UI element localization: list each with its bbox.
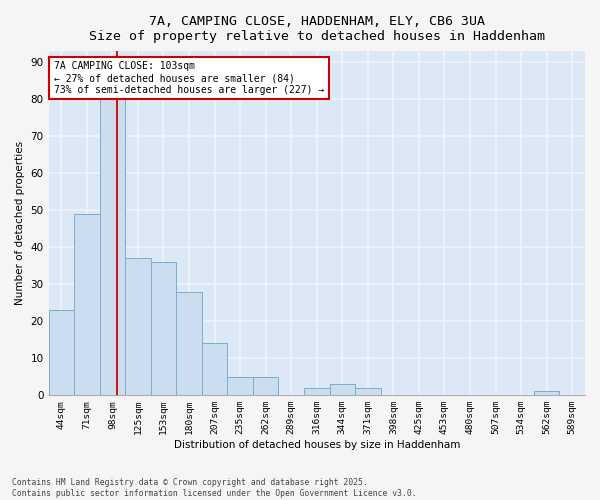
Y-axis label: Number of detached properties: Number of detached properties (15, 141, 25, 305)
Bar (49, 310, 74, 395)
Bar (329, 384, 355, 395)
Bar (202, 344, 227, 395)
Bar (100, 84, 125, 395)
Bar (125, 258, 151, 395)
Bar (176, 292, 202, 395)
Bar (151, 262, 176, 395)
Text: Contains HM Land Registry data © Crown copyright and database right 2025.
Contai: Contains HM Land Registry data © Crown c… (12, 478, 416, 498)
Bar (304, 388, 329, 395)
Text: 7A CAMPING CLOSE: 103sqm
← 27% of detached houses are smaller (84)
73% of semi-d: 7A CAMPING CLOSE: 103sqm ← 27% of detach… (54, 62, 324, 94)
Bar (74, 214, 100, 395)
Bar (355, 388, 380, 395)
Bar (534, 392, 559, 395)
Bar (227, 376, 253, 395)
X-axis label: Distribution of detached houses by size in Haddenham: Distribution of detached houses by size … (173, 440, 460, 450)
Title: 7A, CAMPING CLOSE, HADDENHAM, ELY, CB6 3UA
Size of property relative to detached: 7A, CAMPING CLOSE, HADDENHAM, ELY, CB6 3… (89, 15, 545, 43)
Bar (253, 376, 278, 395)
